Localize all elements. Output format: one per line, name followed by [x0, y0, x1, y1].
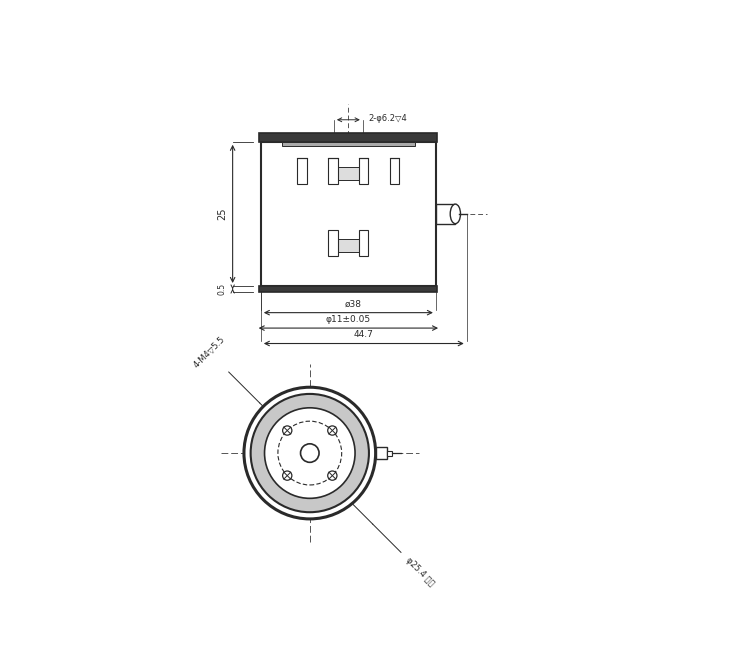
Circle shape: [328, 471, 337, 480]
Text: ø38: ø38: [345, 299, 362, 309]
Bar: [359, 230, 368, 256]
Bar: [387, 451, 392, 456]
Text: 2-φ6.2▽4: 2-φ6.2▽4: [368, 114, 407, 123]
Text: φ25.4 配合: φ25.4 配合: [404, 556, 436, 588]
Bar: [328, 158, 338, 184]
Circle shape: [265, 407, 355, 498]
Bar: [281, 142, 416, 146]
Bar: [328, 230, 338, 256]
Bar: [330, 167, 367, 180]
Text: 44.7: 44.7: [354, 331, 374, 339]
Circle shape: [251, 394, 369, 512]
Bar: [260, 286, 437, 292]
Bar: [390, 158, 399, 184]
Text: 25: 25: [217, 208, 227, 220]
Circle shape: [283, 426, 292, 435]
Circle shape: [301, 444, 319, 462]
Bar: [298, 158, 307, 184]
Circle shape: [244, 387, 376, 519]
Ellipse shape: [450, 204, 460, 224]
Text: 0.5: 0.5: [217, 283, 226, 295]
Bar: [260, 133, 437, 142]
Bar: [376, 447, 387, 459]
Text: φ11±0.05: φ11±0.05: [326, 315, 371, 324]
Circle shape: [328, 426, 337, 435]
Bar: [330, 239, 367, 252]
Text: 4-M4▽5.5: 4-M4▽5.5: [191, 335, 226, 369]
Bar: [359, 158, 368, 184]
Bar: [436, 204, 455, 224]
Bar: [261, 142, 436, 286]
Circle shape: [283, 471, 292, 480]
